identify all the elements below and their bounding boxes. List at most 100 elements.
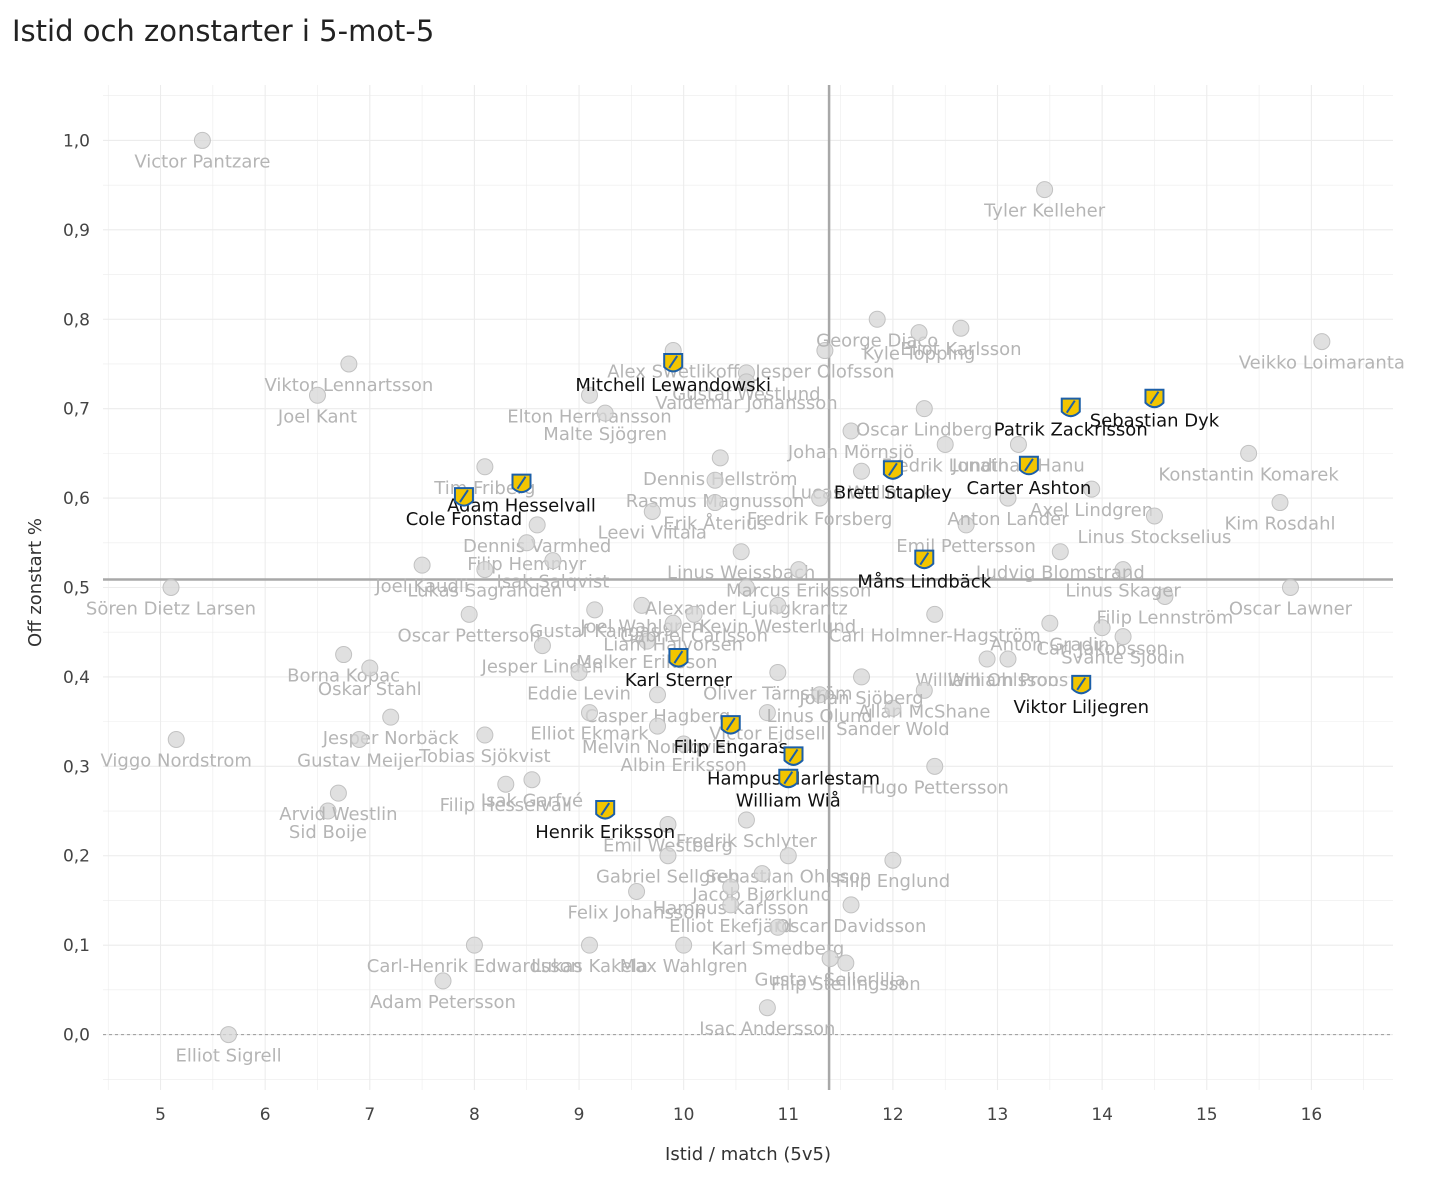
player-label: Eddie Levin	[527, 683, 631, 704]
player-marker	[722, 896, 740, 914]
highlighted-players: Mitchell Lewandowski Sebastian DykPatrik …	[406, 352, 1220, 843]
player-marker	[340, 355, 358, 373]
highlight-patrik-zackrisson: Patrik Zackrisson	[994, 397, 1148, 441]
player-marker	[1156, 587, 1174, 605]
player-marker	[1313, 333, 1331, 351]
player-marker	[497, 775, 515, 793]
player-marker	[580, 386, 598, 404]
y-tick-label: 0,3	[63, 757, 90, 777]
player-marker	[853, 462, 871, 480]
player-marker	[1041, 614, 1059, 632]
player-label: Tobias Sjökvist	[418, 746, 550, 767]
player-svante-sjodin: Svante Sjödin	[1061, 628, 1185, 669]
player-oscar-petterson: Oscar Petterson	[398, 605, 541, 646]
player-label: Oscar Lindberg	[856, 420, 992, 441]
player-marker	[811, 686, 829, 704]
player-label: Joel Kant	[277, 406, 357, 427]
player-erik-aterius: Erik Återius	[663, 494, 767, 535]
player-label: Svante Sjödin	[1061, 648, 1185, 669]
badge-stripe	[788, 748, 799, 762]
player-label: Sebastian Ohlsson	[705, 867, 871, 888]
player-marker	[628, 883, 646, 901]
y-tick-label: 0,8	[63, 310, 90, 330]
highlight-mans-lindback: Måns Lindbäck	[857, 549, 992, 593]
x-axis-ticks: 5 6 7 8 9 10 11 12 13 14 15 16	[155, 1105, 1322, 1125]
player-label: Lukas Sagranden	[407, 581, 562, 602]
player-marker	[596, 404, 614, 422]
badge-stripe	[1076, 677, 1087, 691]
player-marker	[586, 601, 604, 619]
player-marker	[649, 717, 667, 735]
player-lukas-sagranden: Lukas Sagranden	[407, 561, 562, 602]
highlight-label: Brett Stapley	[834, 482, 952, 503]
player-marker	[1240, 444, 1258, 462]
y-tick-label: 0,9	[63, 221, 90, 241]
player-label: Gustaf Kangas	[529, 621, 660, 642]
player-carl-holmner-hagstrom: Carl Holmner-Hagström	[829, 605, 1041, 646]
player-label: Kyle Topping	[863, 344, 976, 365]
player-marker	[350, 731, 368, 749]
player-label: Elton Hermansson	[507, 406, 671, 427]
player-marker	[460, 605, 478, 623]
player-carl-henrik-edwardsson: Carl-Henrik Edwardsson	[367, 936, 582, 977]
player-marker	[936, 435, 954, 453]
player-label: Melvin Nordqvist	[582, 737, 733, 758]
badge-stripe	[673, 650, 684, 664]
player-marker	[737, 579, 755, 596]
player-label: Joel Kaudli	[374, 576, 468, 597]
player-label: Fredrik Lundin	[881, 455, 1008, 476]
player-label: Malte Sjögren	[543, 424, 667, 445]
player-melvin-nordqvist: Melvin Nordqvist	[582, 717, 733, 758]
player-felix-johansson: Felix Johansson	[567, 883, 706, 924]
badge-stripe	[725, 717, 736, 731]
player-label: Fredrik Forsberg	[747, 509, 893, 530]
player-marker	[570, 663, 588, 681]
player-ludvig-blomstrand: Ludvig Blomstrand	[976, 543, 1145, 584]
player-carl-jakobsson: Carl Jakobsson	[1036, 619, 1168, 660]
player-marker	[382, 708, 400, 726]
player-label: Isac Andersson	[699, 1019, 835, 1040]
player-label: Victor Pantzare	[134, 151, 270, 172]
player-label: Fredrik Schlyter	[676, 831, 818, 852]
player-marker	[706, 471, 724, 489]
player-marker	[659, 815, 677, 833]
player-marker	[868, 310, 886, 328]
badge-stripe	[459, 489, 469, 503]
player-sid-boije: Sid Boije	[289, 802, 367, 843]
player-label: Oscar Lawner	[1229, 599, 1353, 620]
player-albin-eriksson: Albin Eriksson	[621, 735, 747, 776]
player-fredrik-lundin: Fredrik Lundin	[881, 435, 1009, 476]
player-marker	[329, 784, 347, 802]
badge-stripe	[1024, 458, 1034, 472]
highlight-henrik-eriksson: Henrik Eriksson	[535, 800, 675, 843]
player-label: Carl Jakobsson	[1036, 639, 1167, 660]
y-tick-label: 0,1	[63, 936, 90, 956]
player-label: Linus Weissbach	[667, 563, 815, 584]
highlight-label: William Wiå	[736, 791, 841, 812]
player-label: Felix Johansson	[567, 903, 705, 924]
y-tick-label: 1,0	[63, 131, 90, 151]
player-label: Filip Lennström	[1097, 607, 1234, 628]
player-label: George Diaco	[816, 330, 938, 351]
player-marker	[675, 936, 693, 954]
player-filip-lennstrom: Filip Lennström	[1097, 587, 1234, 628]
y-tick-label: 0,6	[63, 489, 90, 509]
player-marker	[816, 342, 834, 360]
player-label: Kim Rosdahl	[1224, 514, 1335, 535]
player-label: Carl-Henrik Edwardsson	[367, 956, 582, 977]
player-label: Arvid Westlin	[279, 804, 397, 825]
player-label: Gabriel Carlsson	[620, 625, 768, 646]
player-johan-mornsjo: Johan Mörnsjö	[787, 422, 914, 463]
player-label: Johan Mörnsjö	[787, 442, 914, 463]
player-soren-dietz-larsen: Sören Dietz Larsen	[86, 579, 256, 620]
player-marker	[544, 552, 562, 570]
player-label: Albin Eriksson	[621, 755, 747, 776]
player-valdemar-johansson: Valdemar Johansson	[655, 373, 838, 414]
player-label: Kevin Westerlund	[699, 616, 856, 637]
player-marker	[335, 646, 353, 664]
player-label: Anton Gradin	[990, 634, 1109, 655]
player-label: Hugo Pettersson	[861, 777, 1009, 798]
player-lukas-kakela: Lukas Kakela	[531, 936, 648, 977]
x-tick-label: 11	[777, 1105, 799, 1125]
